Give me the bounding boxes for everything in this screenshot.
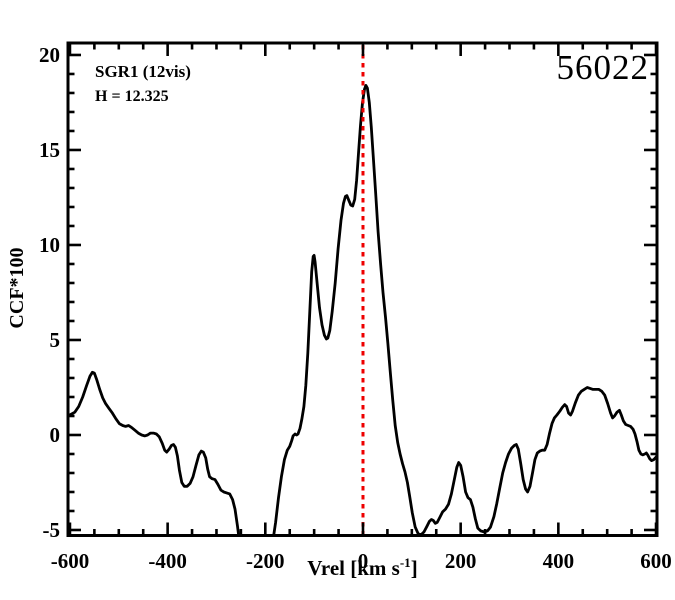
ccf-curve <box>68 84 657 536</box>
annotation-target-name: SGR1 (12vis) <box>95 62 191 81</box>
y-tick-label: 15 <box>39 138 60 162</box>
x-tick-label: 200 <box>445 549 477 573</box>
x-tick-label: 600 <box>640 549 672 573</box>
y-tick-label: 0 <box>50 423 61 447</box>
y-tick-label: 5 <box>50 328 61 352</box>
x-axis-title-superscript: -1 <box>399 555 411 570</box>
x-tick-label: 400 <box>543 549 575 573</box>
x-tick-label: 0 <box>358 549 369 573</box>
x-axis-title-suffix: ] <box>410 556 418 580</box>
annotation-ccf-height: H = 12.325 <box>95 88 169 105</box>
annotation-epoch-number: 56022 <box>556 48 649 87</box>
x-tick-label: -200 <box>246 549 285 573</box>
x-axis-title-prefix: Vrel [km s <box>307 556 400 580</box>
y-tick-label: 10 <box>39 233 60 257</box>
y-tick-label: -5 <box>43 518 61 542</box>
x-tick-label: -600 <box>51 549 90 573</box>
y-tick-label: 20 <box>39 43 60 67</box>
y-axis-title: CCF*100 <box>6 247 28 329</box>
x-tick-label: -400 <box>148 549 187 573</box>
x-axis-title: Vrel [km s-1] <box>68 555 657 581</box>
